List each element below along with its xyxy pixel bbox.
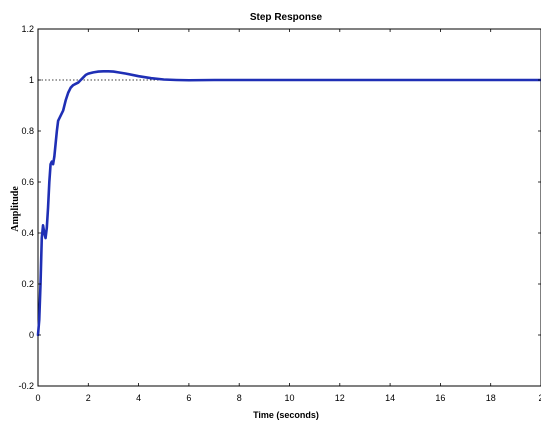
y-tick-label: 1 [29,75,34,85]
y-tick-label: 0.2 [21,279,34,289]
y-tick-label: -0.2 [18,381,34,391]
x-tick-label: 8 [237,393,242,403]
y-tick-label: 0 [29,330,34,340]
x-tick-label: 6 [186,393,191,403]
x-tick-label: 4 [136,393,141,403]
x-tick-label: 2 [86,393,91,403]
step-response-line-0 [36,70,541,337]
x-tick-label: 18 [486,393,496,403]
x-tick-label: 16 [435,393,445,403]
x-tick-label: 12 [335,393,345,403]
x-axis-ticks: 0 2 4 6 8 10 12 14 16 18 2 [35,29,541,403]
series-layer [36,70,541,337]
y-axis-label: Amplitude [10,186,21,232]
x-tick-label: 0 [35,393,40,403]
plot-border [37,28,541,387]
y-tick-label: 0.4 [21,228,34,238]
x-tick-label: 2 [538,393,541,403]
x-axis-label: Time (seconds) [253,410,319,420]
x-tick-label: 14 [385,393,395,403]
y-tick-label: 1.2 [21,24,34,34]
plot-area: 0246810121416182 -0.200.20.40.60.811.2 [18,24,541,403]
x-tick-label: 10 [284,393,294,403]
chart-title: Step Response [250,12,323,23]
y-tick-label: 0.6 [21,177,34,187]
y-axis-ticks: -0.2 0 0.2 0.4 0.6 0.8 1 1.2 [18,24,541,391]
y-tick-label: 0.8 [21,126,34,136]
